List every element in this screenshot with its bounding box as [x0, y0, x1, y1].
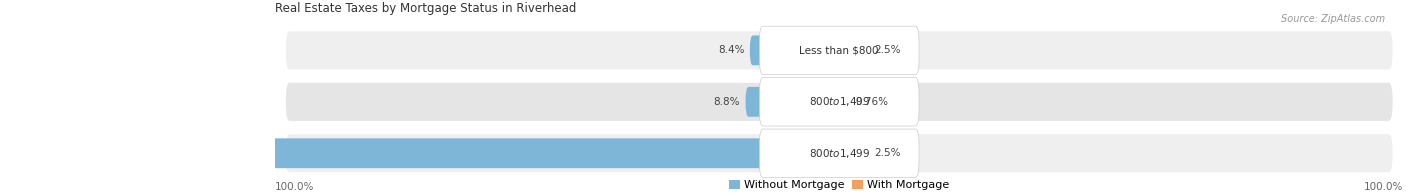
Text: 2.5%: 2.5%: [875, 148, 901, 158]
Text: 80.7%: 80.7%: [0, 148, 27, 158]
FancyBboxPatch shape: [839, 35, 866, 65]
FancyBboxPatch shape: [285, 83, 1392, 121]
FancyBboxPatch shape: [839, 87, 848, 117]
FancyBboxPatch shape: [759, 129, 920, 177]
Text: $800 to $1,499: $800 to $1,499: [808, 95, 870, 108]
Text: Real Estate Taxes by Mortgage Status in Riverhead: Real Estate Taxes by Mortgage Status in …: [276, 2, 576, 15]
FancyBboxPatch shape: [0, 138, 839, 168]
Text: 100.0%: 100.0%: [1364, 181, 1403, 191]
Text: 2.5%: 2.5%: [875, 45, 901, 55]
Legend: Without Mortgage, With Mortgage: Without Mortgage, With Mortgage: [724, 175, 953, 194]
Text: $800 to $1,499: $800 to $1,499: [808, 147, 870, 160]
Text: 8.8%: 8.8%: [714, 97, 740, 107]
FancyBboxPatch shape: [759, 26, 920, 74]
Text: Less than $800: Less than $800: [800, 45, 879, 55]
FancyBboxPatch shape: [839, 138, 866, 168]
Text: Source: ZipAtlas.com: Source: ZipAtlas.com: [1281, 14, 1385, 24]
Text: 100.0%: 100.0%: [276, 181, 315, 191]
Text: 8.4%: 8.4%: [718, 45, 745, 55]
FancyBboxPatch shape: [749, 35, 839, 65]
FancyBboxPatch shape: [285, 134, 1392, 172]
FancyBboxPatch shape: [745, 87, 839, 117]
FancyBboxPatch shape: [759, 78, 920, 126]
Text: 0.76%: 0.76%: [856, 97, 889, 107]
FancyBboxPatch shape: [285, 31, 1392, 69]
